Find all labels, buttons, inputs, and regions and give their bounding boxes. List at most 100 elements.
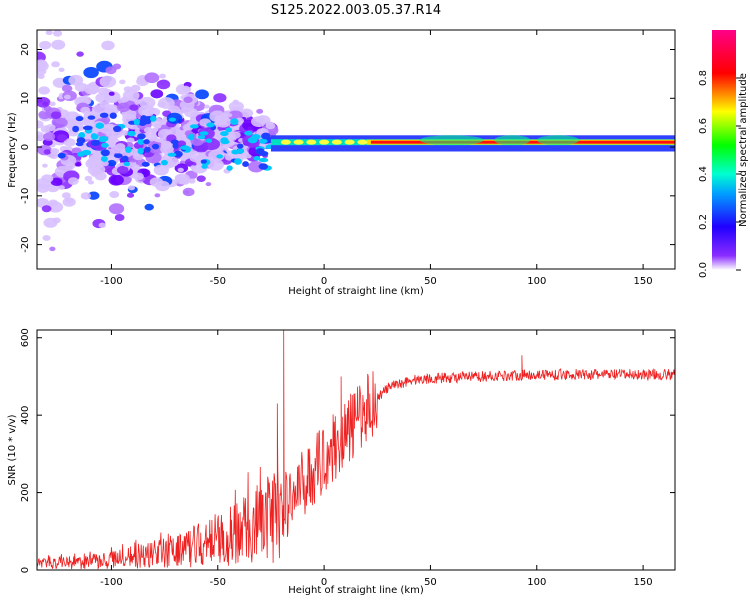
spectrogram-cell xyxy=(72,125,80,133)
spectrogram-blob xyxy=(245,153,252,159)
snr-x-tick-label: 150 xyxy=(634,577,653,588)
spectrogram-blob xyxy=(172,158,179,163)
spectrogram-blob xyxy=(114,214,125,222)
figure-title: S125.2022.003.05.37.R14 xyxy=(271,3,441,18)
spectrogram-cell xyxy=(137,138,145,145)
spectrogram-cell xyxy=(125,146,132,153)
spectrogram-blob xyxy=(154,123,162,129)
spectrogram-blob xyxy=(120,130,129,136)
snr-series-line xyxy=(37,330,675,570)
spectrogram-blob xyxy=(51,116,68,129)
spectrogram-blob xyxy=(181,85,190,92)
snr-x-tick-label: 100 xyxy=(527,577,546,588)
spectrogram-cell xyxy=(220,131,229,137)
spectrogram-cell xyxy=(201,164,208,169)
spectrogram-blob xyxy=(168,105,181,115)
spectrogram-cell xyxy=(76,137,86,144)
spectrogram-cell xyxy=(143,119,152,125)
spectrogram-blob xyxy=(80,106,91,114)
spectrogram-blob xyxy=(45,30,53,36)
spectrogram-cell xyxy=(144,146,151,153)
spectrogram-blob xyxy=(65,197,74,204)
ridge-bead xyxy=(319,139,330,145)
spectrogram-blob xyxy=(196,175,206,182)
spectrogram-blob xyxy=(87,191,100,200)
spectrogram-blob xyxy=(50,147,60,155)
spectrogram-cell xyxy=(244,130,253,136)
spectrogram-cell xyxy=(150,115,157,122)
spectrogram-cell xyxy=(141,161,150,167)
spectrogram-x-tick-label: 100 xyxy=(527,276,546,287)
spectrogram-blob xyxy=(133,172,144,181)
spectrogram-cell xyxy=(100,149,110,157)
spectrogram-cell xyxy=(137,147,144,155)
spectrogram-cell xyxy=(137,133,146,140)
spectrogram-x-tick-label: 150 xyxy=(634,276,653,287)
spectrogram-blob xyxy=(204,104,210,109)
spectrogram-cell xyxy=(95,122,105,129)
spectrogram-blob xyxy=(126,192,135,198)
spectrogram-blob xyxy=(154,193,161,198)
spectrogram-blob xyxy=(150,89,164,99)
spectrogram-blob xyxy=(156,79,171,90)
spectrogram-blob xyxy=(164,129,173,136)
spectrogram-frame xyxy=(36,29,676,270)
spectrogram-cell xyxy=(167,152,177,157)
colorbar-gradient xyxy=(712,30,736,270)
ridge-bead xyxy=(357,139,368,145)
snr-xlabel: Height of straight line (km) xyxy=(288,585,424,596)
spectrogram-blob xyxy=(126,137,135,143)
spectrogram-cell xyxy=(231,149,240,155)
spectrogram-blob xyxy=(63,138,76,147)
spectrogram-cell xyxy=(225,127,233,133)
colorbar-tick-label: 0.6 xyxy=(698,118,709,134)
spectrogram-cell xyxy=(133,118,140,126)
spectrogram-blob xyxy=(42,235,51,241)
spectrogram-cell xyxy=(234,158,242,165)
spectrogram-blob xyxy=(61,84,73,93)
spectrogram-blob xyxy=(116,165,129,175)
spectrogram-blob xyxy=(240,108,254,118)
spectrogram-cell xyxy=(127,130,136,137)
spectrogram-blob xyxy=(50,111,62,119)
spectrogram-blob xyxy=(43,149,52,155)
spectrogram-blob xyxy=(84,175,93,182)
colorbar-tick-label: 0.0 xyxy=(698,262,709,278)
spectrogram-x-tick-label: -100 xyxy=(100,276,123,287)
spectrogram-blob xyxy=(251,116,267,128)
ridge-bead xyxy=(344,139,355,145)
spectrogram-blob xyxy=(39,40,52,50)
colorbar-tick-label: 0.2 xyxy=(698,214,709,230)
spectrogram-cell xyxy=(197,135,206,140)
spectrogram-cell xyxy=(258,163,268,170)
snr-x-tick-label: 50 xyxy=(424,577,437,588)
spectrogram-cell xyxy=(113,153,123,159)
spectrogram-blob xyxy=(190,165,197,170)
spectrogram-blob xyxy=(108,91,115,96)
spectrogram-x-ticks: -100 -50 0 50 100 150 xyxy=(100,30,653,287)
spectrogram-blob xyxy=(159,73,166,79)
snr-ylabel: SNR (10 * v/v) xyxy=(7,414,18,485)
spectrogram-cell xyxy=(230,118,239,126)
snr-y-tick-label: 0 xyxy=(20,567,31,573)
spectrogram-cell xyxy=(220,139,230,145)
spectrogram-cell xyxy=(87,115,96,120)
spectrogram-blob xyxy=(119,79,126,85)
spectrogram-blob xyxy=(183,96,193,104)
spectrogram-blob xyxy=(45,124,56,132)
spectrogram-cell xyxy=(151,143,160,150)
snr-panel: -100 -50 0 50 100 150 0 200 400 600 Height of st… xyxy=(7,328,676,596)
spectrogram-y-tick-label: 20 xyxy=(20,43,31,56)
spectrogram-cell xyxy=(180,145,190,150)
spectrogram-blob xyxy=(43,217,58,228)
spectrogram-cell xyxy=(90,140,101,147)
spectrogram-blob xyxy=(207,158,225,171)
spectrogram-blob xyxy=(83,66,99,79)
spectrogram-blob xyxy=(80,192,92,200)
spectrogram-y-tick-label: 10 xyxy=(20,92,31,105)
spectrogram-blob xyxy=(226,113,233,118)
spectrogram-blob xyxy=(232,99,239,105)
spectrogram-xlabel: Height of straight line (km) xyxy=(288,286,424,297)
